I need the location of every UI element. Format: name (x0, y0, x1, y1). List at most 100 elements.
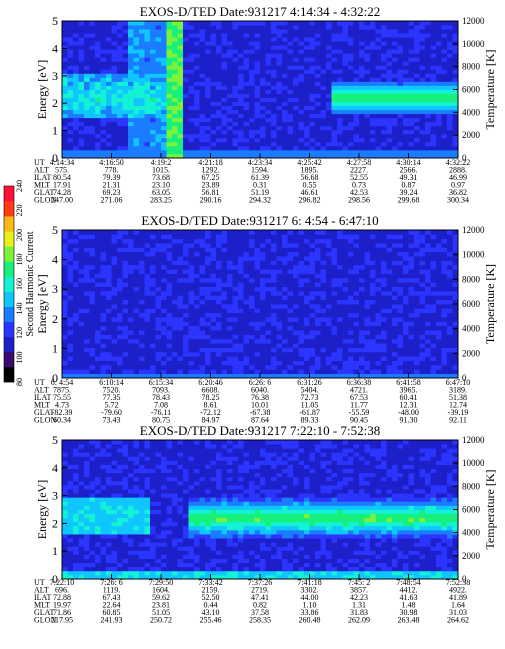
heatmap-cell (111, 312, 118, 318)
heatmap-cell (359, 343, 365, 348)
heatmap-cell (386, 338, 393, 344)
heatmap-cell (139, 356, 145, 361)
heatmap-cell (188, 277, 195, 283)
heatmap-cell (309, 45, 316, 50)
heatmap-cell (84, 33, 90, 38)
heatmap-cell (122, 373, 129, 379)
heatmap-cell (271, 243, 277, 248)
heatmap-cell (122, 347, 129, 353)
heatmap-cell (287, 89, 294, 94)
heatmap-cell (166, 338, 173, 344)
heatmap-cell (216, 230, 222, 235)
heatmap-cell (205, 137, 211, 143)
heatmap-cell (414, 37, 420, 42)
heatmap-cell (331, 45, 338, 50)
heatmap-cell (331, 373, 338, 379)
heatmap-cell (337, 77, 343, 82)
heatmap-cell (249, 273, 255, 279)
heatmap-cell (381, 117, 387, 123)
heatmap-cell (210, 153, 217, 159)
heatmap-cell (232, 145, 239, 151)
heatmap-cell (194, 230, 200, 235)
orbit-cell: 298.56 (348, 196, 370, 205)
heatmap-cell (392, 343, 398, 348)
heatmap-cell (331, 53, 338, 58)
heatmap-cell (194, 321, 200, 327)
heatmap-cell (133, 351, 140, 357)
heatmap-cell (205, 141, 211, 147)
heatmap-cell (265, 33, 272, 38)
heatmap-cell (436, 29, 442, 34)
heatmap-cell (84, 286, 90, 292)
heatmap-cell (95, 286, 101, 292)
heatmap-cell (122, 334, 129, 340)
heatmap-cell (293, 97, 299, 102)
heatmap-cell (254, 373, 261, 379)
heatmap-cell (238, 81, 244, 86)
heatmap-cell (144, 85, 151, 90)
heatmap-cell (183, 282, 189, 287)
heatmap-cell (441, 360, 448, 366)
heatmap-cell (177, 21, 184, 26)
heatmap-cell (89, 145, 96, 151)
heatmap-cell (78, 360, 85, 366)
heatmap-cell (381, 234, 387, 240)
heatmap-cell (441, 101, 448, 107)
heatmap-cell (73, 312, 79, 318)
heatmap-cell (89, 97, 96, 102)
heatmap-cell (304, 282, 310, 287)
heatmap-cell (194, 61, 200, 66)
heatmap-cell (194, 125, 200, 131)
heatmap-cell (133, 85, 140, 90)
heatmap-cell (425, 256, 431, 261)
heatmap-cell (155, 373, 162, 379)
heatmap-cell (122, 41, 129, 46)
heatmap-cell (84, 317, 90, 322)
heatmap-cell (315, 93, 321, 98)
heatmap-cell (276, 85, 283, 90)
heatmap-cell (150, 290, 156, 296)
heatmap-cell (183, 269, 189, 274)
heatmap-cell (370, 290, 376, 296)
heatmap-cell (221, 117, 228, 123)
heatmap-cell (441, 351, 448, 357)
heatmap-cell (95, 260, 101, 266)
heatmap-cell (348, 73, 354, 78)
heatmap-cell (386, 49, 393, 54)
heatmap-cell (260, 105, 266, 111)
heatmap-cell (62, 45, 68, 50)
heatmap-cell (287, 299, 294, 305)
heatmap-cell (67, 308, 74, 314)
heatmap-cell (78, 260, 85, 266)
heatmap-cell (425, 295, 431, 301)
heatmap-cell (73, 238, 79, 244)
heatmap-cell (414, 256, 420, 261)
heatmap-cell (144, 325, 151, 331)
heatmap-cell (381, 21, 387, 26)
heatmap-cell (205, 77, 211, 82)
heatmap-cell (155, 85, 162, 90)
heatmap-cell (210, 321, 217, 327)
heatmap-cell (166, 149, 173, 155)
heatmap-cell (232, 247, 239, 253)
heatmap-cell (194, 308, 200, 314)
heatmap-cell (133, 117, 140, 123)
heatmap-cell (287, 61, 294, 66)
heatmap-cell (183, 109, 189, 115)
heatmap-cell (282, 153, 288, 159)
heatmap-cell (293, 338, 299, 344)
heatmap-cell (397, 97, 404, 102)
heatmap-cell (408, 97, 415, 102)
heatmap-cell (210, 145, 217, 151)
heatmap-cell (78, 125, 85, 131)
heatmap-cell (150, 133, 156, 139)
heatmap-cell (177, 105, 184, 111)
heatmap-cell (309, 65, 316, 70)
heatmap-cell (425, 61, 431, 66)
heatmap-cell (403, 77, 409, 82)
heatmap-cell (216, 256, 222, 261)
heatmap-cell (419, 343, 426, 348)
heatmap-cell (89, 61, 96, 66)
heatmap-cell (172, 25, 178, 30)
